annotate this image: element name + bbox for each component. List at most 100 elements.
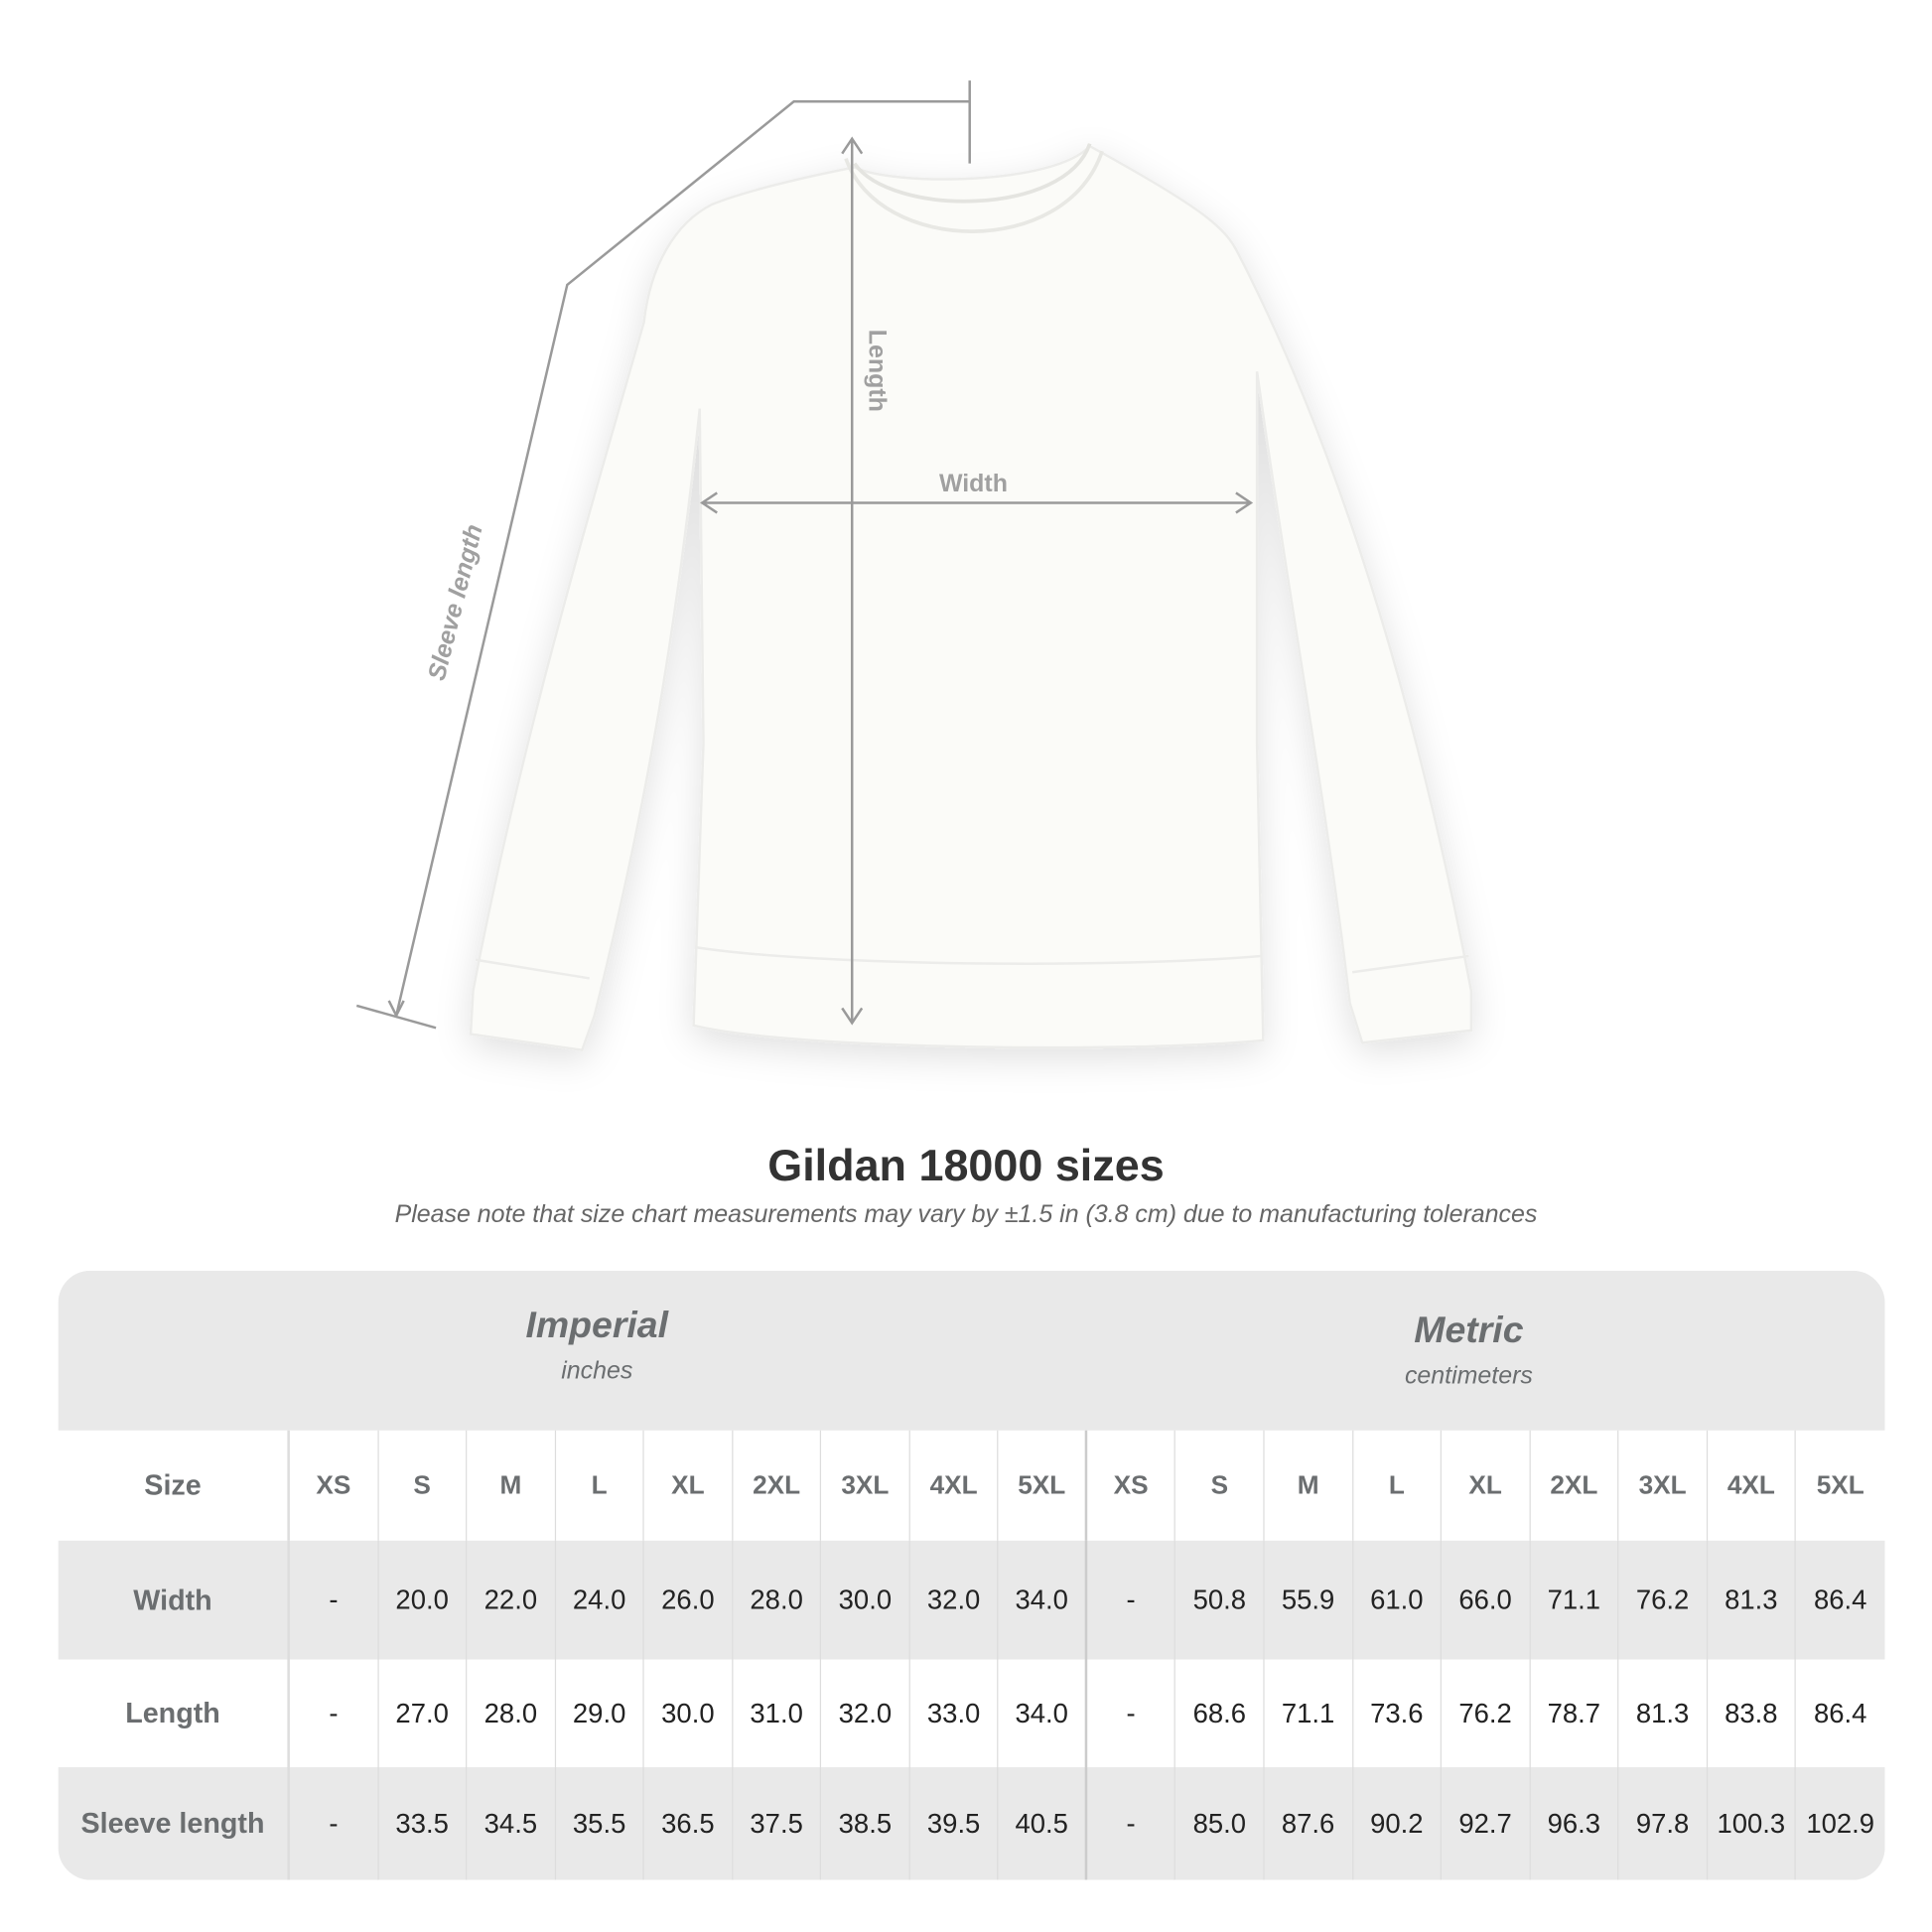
value-cell: 102.9 <box>1806 1807 1875 1839</box>
value-cell: 61.0 <box>1353 1540 1443 1660</box>
value-cell: 86.4 <box>1814 1584 1867 1615</box>
value-cell: 39.5 <box>910 1767 999 1880</box>
value-cell: 30.0 <box>821 1540 910 1660</box>
size-header-cell: L <box>1353 1430 1443 1541</box>
value-cell: 66.0 <box>1442 1540 1531 1660</box>
length-label: Length <box>864 330 892 412</box>
size-header-cell: 5XL <box>999 1430 1088 1541</box>
size-header-cell: 3XL <box>1619 1430 1708 1541</box>
imperial-group-header: Imperial inches <box>334 1306 861 1386</box>
size-table: Imperial inches Metric centimeters Size X… <box>58 1270 1885 1880</box>
sleeve-length-line <box>394 100 970 1017</box>
sweatshirt-shape <box>469 143 1473 1052</box>
value-cell: 73.6 <box>1353 1659 1443 1768</box>
value-cell: 85.0 <box>1175 1767 1265 1880</box>
band-row <box>58 1540 1885 1660</box>
imperial-unit: inches <box>561 1357 633 1385</box>
value-cell: 97.8 <box>1619 1767 1708 1880</box>
value-cell: 29.0 <box>556 1659 644 1768</box>
value-cell: 33.5 <box>378 1767 468 1880</box>
table-row: Length -27.0 28.0 29.0 30.0 31.0 32.0 33.0 34.0-… <box>59 1659 1885 1768</box>
length-arrow <box>841 136 864 1026</box>
size-header-cell: L <box>556 1430 644 1541</box>
value-cell: 86.4 <box>1814 1697 1867 1728</box>
value-cell: 55.9 <box>1265 1540 1353 1660</box>
value-cell: 68.6 <box>1175 1659 1265 1768</box>
value-cell: 76.2 <box>1619 1540 1708 1660</box>
width-arrow <box>700 491 1254 514</box>
value-cell: 71.1 <box>1265 1659 1353 1768</box>
size-header-cell: 2XL <box>733 1430 822 1541</box>
value-cell: 28.0 <box>467 1659 556 1768</box>
metric-group-header: Metric centimeters <box>1205 1311 1732 1391</box>
value-cell: 30.0 <box>644 1659 734 1768</box>
table-row: Width -20.0 22.0 24.0 26.0 28.0 30.0 32.0 34.0-5… <box>59 1540 1885 1660</box>
value-cell: 34.0 <box>999 1659 1088 1768</box>
value-cell: 38.5 <box>821 1767 910 1880</box>
value-cell: 27.0 <box>378 1659 468 1768</box>
row-label: Width <box>59 1540 290 1660</box>
width-label: Width <box>939 470 1008 497</box>
value-cell: 71.1 <box>1530 1540 1619 1660</box>
band-row <box>58 1767 1885 1880</box>
row-label: Length <box>59 1659 290 1768</box>
size-header-cell: XL <box>1442 1430 1531 1541</box>
size-header-row: Size XS S M L XL 2XL 3XL 4XL 5XL XS S M L XL 2XL 3XL 4XL 5… <box>59 1430 1885 1541</box>
value-cell: 100.3 <box>1708 1767 1797 1880</box>
value-cell: 20.0 <box>378 1540 468 1660</box>
value-cell: 28.0 <box>733 1540 822 1660</box>
size-header-cell: M <box>467 1430 556 1541</box>
header-band <box>58 1270 1885 1431</box>
value-cell: 37.5 <box>733 1767 822 1880</box>
imperial-heading: Imperial <box>525 1305 669 1346</box>
sweatshirt-illustration: Length Width Sleeve length <box>355 80 1473 1052</box>
size-header-cell: XS <box>1087 1430 1176 1541</box>
size-header-cell: M <box>1265 1430 1353 1541</box>
value-cell: 76.2 <box>1442 1659 1531 1768</box>
size-header-cell: 5XL <box>1816 1470 1864 1499</box>
value-cell: 32.0 <box>821 1659 910 1768</box>
value-cell: 96.3 <box>1530 1767 1619 1880</box>
value-cell: 40.5 <box>999 1767 1088 1880</box>
measurement-lines <box>355 80 1254 1030</box>
value-cell: 78.7 <box>1530 1659 1619 1768</box>
size-header-cell: XL <box>644 1430 734 1541</box>
value-cell: 34.5 <box>467 1767 556 1880</box>
value-cell: 35.5 <box>556 1767 644 1880</box>
value-cell: 32.0 <box>910 1540 999 1660</box>
value-cell: - <box>290 1540 379 1660</box>
value-cell: 50.8 <box>1175 1540 1265 1660</box>
value-cell: 90.2 <box>1353 1767 1443 1880</box>
metric-unit: centimeters <box>1404 1362 1533 1390</box>
tolerance-note: Please note that size chart measurements… <box>394 1200 1538 1229</box>
size-header-cell: 4XL <box>1708 1430 1797 1541</box>
page-title: Gildan 18000 sizes <box>767 1139 1165 1190</box>
value-cell: 22.0 <box>467 1540 556 1660</box>
size-header-cell: S <box>1175 1430 1265 1541</box>
value-cell: - <box>290 1767 379 1880</box>
size-header-cell: XS <box>290 1430 379 1541</box>
value-cell: 81.3 <box>1708 1540 1797 1660</box>
table-row: Sleeve length -33.5 34.5 35.5 36.5 37.5 38.5 39… <box>59 1767 1885 1880</box>
value-cell: - <box>290 1659 379 1768</box>
value-cell: 83.8 <box>1708 1659 1797 1768</box>
value-cell: - <box>1087 1767 1176 1880</box>
row-label: Size <box>59 1430 290 1541</box>
value-cell: 33.0 <box>910 1659 999 1768</box>
value-cell: 26.0 <box>644 1540 734 1660</box>
value-cell: 81.3 <box>1619 1659 1708 1768</box>
value-cell: 31.0 <box>733 1659 822 1768</box>
metric-heading: Metric <box>1414 1310 1524 1351</box>
size-header-cell: 3XL <box>821 1430 910 1541</box>
row-label: Sleeve length <box>59 1767 290 1880</box>
value-cell: 87.6 <box>1265 1767 1353 1880</box>
value-cell: - <box>1087 1659 1176 1768</box>
value-cell: 34.0 <box>999 1540 1088 1660</box>
value-cell: 36.5 <box>644 1767 734 1880</box>
size-header-cell: 2XL <box>1530 1430 1619 1541</box>
value-cell: 24.0 <box>556 1540 644 1660</box>
size-header-cell: 4XL <box>910 1430 999 1541</box>
size-header-cell: S <box>378 1430 468 1541</box>
value-cell: 92.7 <box>1442 1767 1531 1880</box>
